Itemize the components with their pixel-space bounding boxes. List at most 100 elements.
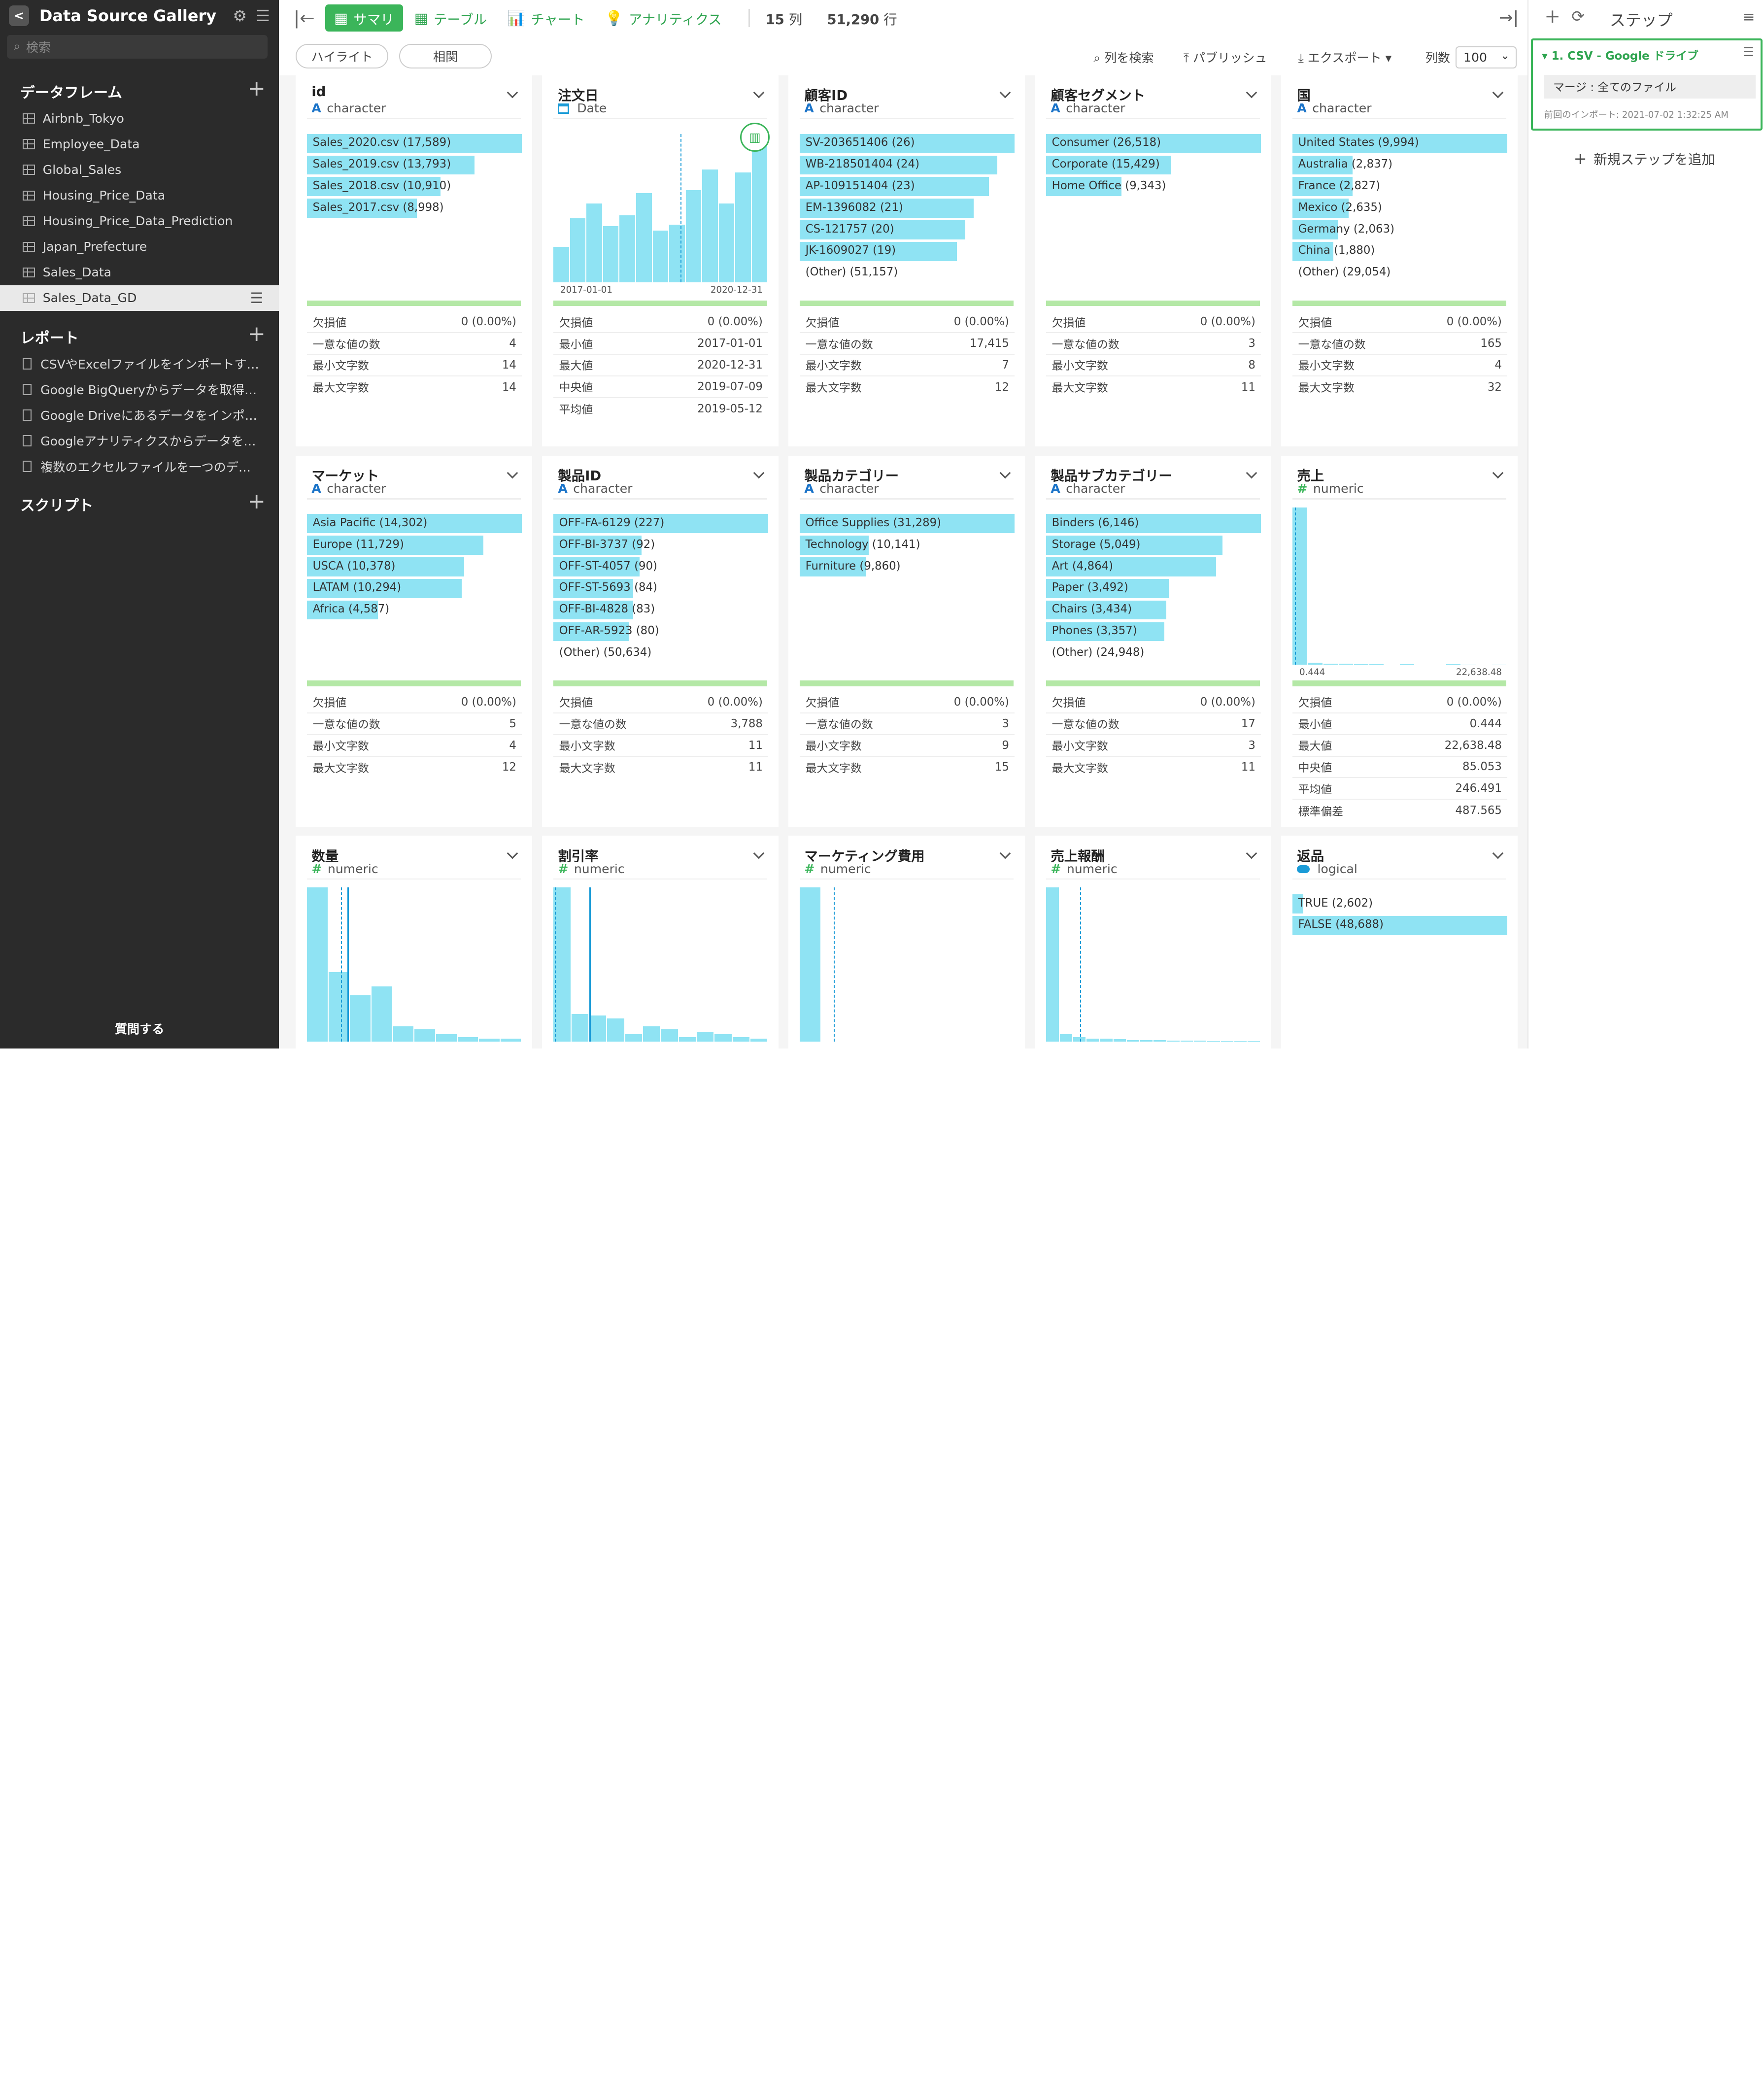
category-bar[interactable]: Home Office (9,343) — [1046, 177, 1261, 197]
tab-chart[interactable]: 📊 チャート — [498, 4, 594, 32]
category-bar[interactable]: Sales_2018.csv (10,910) — [307, 177, 522, 197]
refresh-icon[interactable]: ⟳ — [1571, 6, 1585, 26]
report-item[interactable]: Googleアナリティクスからデータを… — [0, 428, 279, 453]
correlation-button[interactable]: 相関 — [399, 44, 492, 69]
chevron-down-icon[interactable] — [753, 87, 765, 99]
add-script-icon[interactable]: + — [247, 489, 266, 514]
chevron-down-icon[interactable] — [507, 847, 518, 859]
chevron-down-icon[interactable] — [1492, 847, 1504, 859]
sidebar-search-input[interactable]: ⌕ 検索 — [6, 34, 268, 59]
category-bar[interactable]: OFF-ST-5693 (84) — [553, 578, 768, 598]
category-bar[interactable]: France (2,827) — [1292, 177, 1507, 197]
add-new-step-button[interactable]: + 新規ステップを追加 — [1574, 148, 1715, 168]
category-bar[interactable]: Sales_2017.csv (8,998) — [307, 199, 522, 218]
dataframe-item[interactable]: Global_Sales — [0, 157, 279, 183]
category-bar[interactable]: Phones (3,357) — [1046, 622, 1261, 642]
tab-summary[interactable]: ▦ サマリ — [325, 4, 403, 32]
category-bar[interactable]: JK-1609027 (19) — [800, 241, 1015, 261]
chevron-down-icon[interactable] — [1246, 87, 1257, 99]
chevron-down-icon[interactable] — [999, 467, 1011, 479]
category-bar[interactable]: Australia (2,837) — [1292, 155, 1507, 175]
chevron-down-icon[interactable] — [753, 847, 765, 859]
bar-label: Paper (3,492) — [1052, 581, 1128, 594]
dataframe-item[interactable]: Sales_Data — [0, 260, 279, 285]
chevron-down-icon[interactable] — [1246, 847, 1257, 859]
bar-fill — [800, 220, 966, 239]
dataframe-item[interactable]: Sales_Data_GD ☰ — [0, 285, 279, 311]
step-menu-icon[interactable]: ☰ — [1743, 44, 1754, 59]
add-step-plus-icon[interactable]: + — [1544, 5, 1560, 28]
ask-button[interactable]: 質問する — [114, 1022, 165, 1037]
add-report-icon[interactable]: + — [247, 321, 266, 346]
highlight-button[interactable]: ハイライト — [296, 44, 388, 69]
category-bar[interactable]: Paper (3,492) — [1046, 578, 1261, 598]
category-bar[interactable]: United States (9,994) — [1292, 134, 1508, 153]
category-bar[interactable]: Office Supplies (31,289) — [800, 514, 1015, 534]
category-bar[interactable]: LATAM (10,294) — [307, 578, 522, 598]
category-bar[interactable]: OFF-ST-4057 (90) — [553, 557, 768, 576]
report-item[interactable]: 複数のエクセルファイルを一つのデ… — [0, 454, 279, 479]
dataframe-item[interactable]: Japan_Prefecture — [0, 234, 279, 260]
chevron-down-icon[interactable] — [999, 87, 1011, 99]
category-bar[interactable]: Europe (11,729) — [307, 536, 522, 555]
report-item[interactable]: Google Driveにあるデータをインポ… — [0, 402, 279, 428]
collapse-left-icon[interactable]: |← — [293, 7, 315, 29]
report-item[interactable]: CSVやExcelファイルをインポートす… — [0, 351, 279, 376]
category-bar[interactable]: Sales_2019.csv (13,793) — [307, 155, 522, 175]
back-button[interactable]: < — [9, 5, 30, 26]
columns-per-page-select[interactable]: 100 ⌄ — [1456, 46, 1517, 69]
category-bar[interactable]: Sales_2020.csv (17,589) — [307, 134, 522, 153]
report-item[interactable]: Google BigQueryからデータを取得… — [0, 376, 279, 402]
category-bar[interactable]: SV-203651406 (26) — [800, 134, 1015, 153]
category-bar[interactable]: Africa (4,587) — [307, 600, 522, 620]
category-bar[interactable]: OFF-FA-6129 (227) — [553, 514, 769, 534]
category-bar[interactable]: Binders (6,146) — [1046, 514, 1261, 534]
collapse-right-icon[interactable]: →| — [1498, 7, 1519, 28]
category-bar[interactable]: Asia Pacific (14,302) — [307, 514, 522, 534]
category-bar[interactable]: OFF-AR-5923 (80) — [553, 622, 768, 642]
category-bar[interactable]: CS-121757 (20) — [800, 220, 1015, 239]
export-button[interactable]: ⤓ エクスポート ▾ — [1298, 48, 1392, 66]
chevron-down-icon[interactable] — [1492, 87, 1504, 99]
settings-gear-icon[interactable]: ⚙ — [233, 6, 247, 25]
dataframe-item[interactable]: Housing_Price_Data — [0, 183, 279, 208]
tab-analytics[interactable]: 💡 アナリティクス — [596, 4, 730, 32]
chevron-down-icon[interactable] — [1492, 467, 1504, 479]
category-bar[interactable]: Corporate (15,429) — [1046, 155, 1261, 175]
category-bar[interactable]: FALSE (48,688) — [1292, 915, 1508, 935]
category-bar[interactable]: Art (4,864) — [1046, 557, 1261, 576]
dataframe-item[interactable]: Housing_Price_Data_Prediction — [0, 208, 279, 234]
category-bar[interactable]: Mexico (2,635) — [1292, 199, 1507, 218]
search-columns-button[interactable]: ⌕ 列を検索 — [1093, 48, 1153, 66]
category-bar[interactable]: OFF-BI-3737 (92) — [553, 536, 768, 555]
category-bar[interactable]: AP-109151404 (23) — [800, 177, 1015, 197]
chevron-down-icon[interactable] — [753, 467, 765, 479]
add-dataframe-icon[interactable]: + — [247, 76, 266, 101]
category-bar[interactable]: Consumer (26,518) — [1046, 134, 1261, 153]
tab-table[interactable]: ▦ テーブル — [405, 4, 496, 32]
category-bar[interactable]: Chairs (3,434) — [1046, 600, 1261, 620]
chevron-down-icon[interactable] — [999, 847, 1011, 859]
chart-view-button[interactable]: ▥ — [740, 122, 770, 152]
chevron-down-icon[interactable] — [507, 467, 518, 479]
dataframe-menu-icon[interactable]: ☰ — [250, 289, 264, 307]
category-bar[interactable]: Storage (5,049) — [1046, 536, 1261, 555]
category-bar[interactable]: Furniture (9,860) — [800, 557, 1015, 576]
category-bar[interactable]: USCA (10,378) — [307, 557, 522, 576]
category-bar[interactable]: Technology (10,141) — [800, 536, 1015, 555]
category-bar[interactable]: China (1,880) — [1292, 241, 1507, 261]
quality-bar — [1292, 680, 1507, 686]
chevron-down-icon[interactable] — [1246, 467, 1257, 479]
chevron-down-icon[interactable] — [507, 87, 518, 99]
category-bar[interactable]: EM-1396082 (21) — [800, 199, 1015, 218]
step-card[interactable]: ▾ 1. CSV - Google ドライブ ☰ マージ : 全てのファイル 前… — [1531, 38, 1763, 131]
category-bar[interactable]: OFF-BI-4828 (83) — [553, 600, 768, 620]
hamburger-menu-icon[interactable]: ☰ — [256, 6, 270, 25]
dataframe-item[interactable]: Airbnb_Tokyo — [0, 106, 279, 132]
sliders-settings-icon[interactable]: ≡ — [1742, 7, 1755, 25]
category-bar[interactable]: TRUE (2,602) — [1292, 894, 1507, 913]
category-bar[interactable]: Germany (2,063) — [1292, 220, 1507, 239]
publish-button[interactable]: ⤒ パブリッシュ — [1184, 48, 1267, 66]
dataframe-item[interactable]: Employee_Data — [0, 132, 279, 157]
category-bar[interactable]: WB-218501404 (24) — [800, 155, 1015, 175]
